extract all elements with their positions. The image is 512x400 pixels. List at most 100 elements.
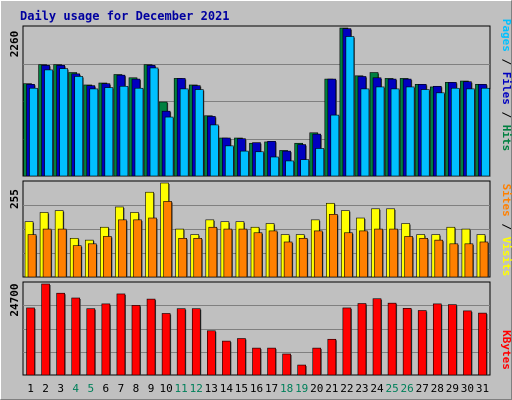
x-tick-label-4: 4 [72,382,79,395]
bar-pages-21 [330,114,340,177]
legend-sep-2: / [500,105,512,125]
bar-sites-23 [359,230,368,278]
bar-kbytes-21 [327,338,337,376]
bar-sites-6 [103,236,112,278]
bar-kbytes-17 [267,347,276,376]
bar-pages-23 [360,88,370,177]
bar-kbytes-11 [176,308,186,376]
legend-visits: Visits [500,237,512,277]
x-tick-label-30: 30 [461,382,474,395]
bar-pages-15 [240,150,249,177]
bar-pages-20 [315,148,325,177]
bar-kbytes-27 [417,310,427,376]
x-tick-label-6: 6 [103,382,110,395]
ymax-label-visits: 255 [8,189,21,209]
bar-sites-21 [329,214,338,278]
chart-title: Daily usage for December 2021 [20,9,230,23]
bar-sites-28 [434,239,444,278]
bar-kbytes-10 [161,313,171,376]
bar-pages-18 [285,160,294,177]
bar-kbytes-25 [387,302,397,376]
bar-sites-14 [223,228,233,278]
x-tick-label-27: 27 [416,382,429,395]
bar-sites-17 [268,230,278,278]
bar-kbytes-30 [463,310,472,376]
legend-pages: Pages [500,19,512,52]
bar-pages-19 [300,159,309,177]
bar-sites-19 [298,237,308,278]
bar-kbytes-23 [357,303,367,376]
x-tick-label-8: 8 [133,382,140,395]
bar-sites-25 [389,228,398,278]
bar-kbytes-3 [56,292,65,376]
bar-kbytes-12 [191,308,201,376]
x-tick-label-24: 24 [370,382,384,395]
bar-kbytes-22 [342,307,352,376]
bar-sites-4 [72,245,82,278]
bar-kbytes-16 [252,347,261,376]
panel-visits: 255 [8,180,491,278]
bar-pages-12 [194,89,204,177]
bar-sites-31 [479,241,489,278]
panel-hits: 2260 [8,25,491,177]
legend-hits-files-pages: Pages / Files / Hits [500,19,512,152]
x-tick-label-17: 17 [265,382,278,395]
bar-kbytes-5 [86,308,96,376]
bar-kbytes-19 [297,364,306,376]
x-tick-label-19: 19 [295,382,308,395]
bar-kbytes-15 [237,338,246,376]
bar-kbytes-8 [131,305,141,376]
legend-kbytes-label: KBytes [500,330,512,370]
x-tick-label-29: 29 [446,382,459,395]
x-tick-label-3: 3 [57,382,64,395]
bar-pages-14 [225,145,234,177]
bar-pages-9 [149,67,159,177]
bar-kbytes-20 [312,347,322,376]
x-tick-label-9: 9 [148,382,155,395]
bar-pages-8 [134,87,144,177]
bar-sites-26 [404,236,413,278]
bar-pages-6 [104,87,114,177]
x-tick-label-14: 14 [220,382,234,395]
bar-kbytes-13 [207,330,216,376]
bar-kbytes-24 [372,298,382,376]
bar-sites-2 [42,228,52,278]
legend-kbytes: KBytes [500,330,512,370]
bar-kbytes-26 [402,308,412,376]
bar-pages-26 [405,86,415,177]
x-tick-label-1: 1 [27,382,34,395]
bar-pages-13 [210,124,219,177]
bar-sites-3 [57,228,67,278]
x-tick-label-22: 22 [340,382,353,395]
bar-kbytes-29 [448,304,457,376]
bar-sites-9 [148,217,157,278]
bar-sites-29 [449,243,459,278]
bar-pages-4 [74,76,84,177]
x-tick-label-11: 11 [175,382,188,395]
bar-pages-7 [119,85,129,177]
bar-pages-2 [44,69,53,177]
x-tick-label-31: 31 [476,382,489,395]
legend-sep-1: / [500,52,512,72]
bar-pages-3 [59,68,68,177]
x-tick-label-10: 10 [159,382,172,395]
x-tick-label-28: 28 [431,382,444,395]
panel-kbytes: 24700 [8,281,491,376]
legend-files: Files [500,72,512,105]
x-tick-label-21: 21 [325,382,338,395]
bar-sites-13 [208,226,218,278]
bar-kbytes-9 [146,298,156,376]
bar-sites-5 [87,243,97,278]
x-tick-label-13: 13 [205,382,218,395]
x-tick-label-7: 7 [118,382,125,395]
bar-pages-30 [466,88,475,177]
bar-kbytes-7 [116,293,126,376]
bar-pages-24 [375,86,385,177]
x-axis-labels: 1 2 3 4 5 6 7 8 9 10 11 12 13 14 15 16 17 18 19 20 21 22 23 24 2… [27,382,489,395]
bar-pages-16 [255,151,264,177]
bar-pages-5 [89,88,99,177]
x-tick-label-20: 20 [310,382,323,395]
legend-sites-visits: Sites / Visits [500,184,512,277]
